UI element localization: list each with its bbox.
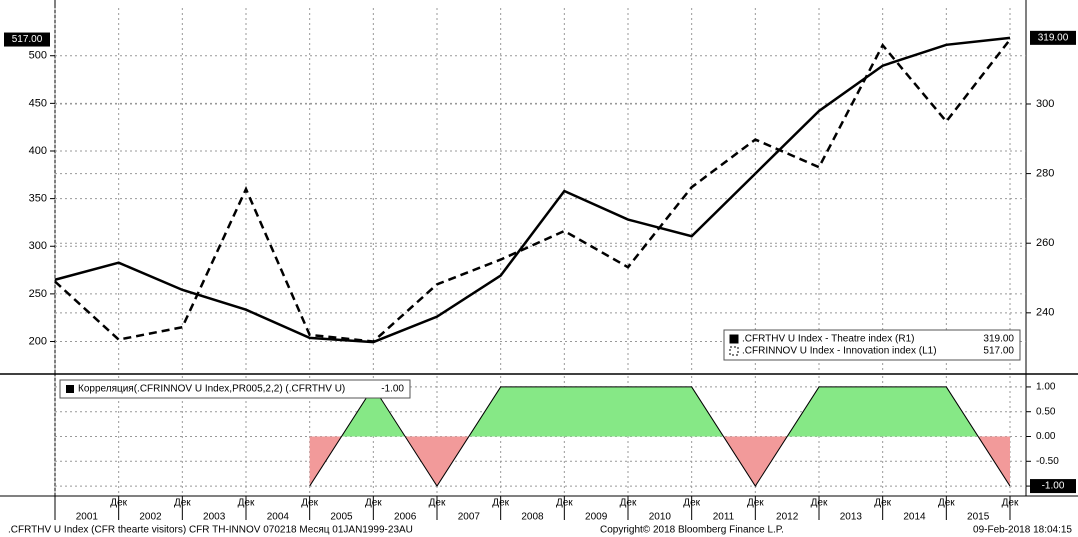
- y2-tick-label: 0.00: [1036, 431, 1056, 442]
- legend-label: .CFRINNOV U Index - Innovation index (L1…: [742, 346, 937, 357]
- y2-tick-label: 1.00: [1036, 382, 1056, 393]
- series-line: [54, 36, 1011, 344]
- y-tick-label: 250: [29, 288, 47, 300]
- year-label: 2004: [267, 512, 290, 523]
- legend-label: .CFRTHV U Index - Theatre index (R1): [742, 334, 914, 345]
- x-tick-label: Дек: [238, 498, 255, 509]
- year-label: 2010: [649, 512, 672, 523]
- legend-swatch: [729, 334, 739, 344]
- year-label: 2005: [330, 512, 353, 523]
- x-tick-label: Дек: [1002, 498, 1019, 509]
- legend-value: -1.00: [381, 384, 404, 395]
- x-tick-label: Дек: [747, 498, 764, 509]
- year-label: 2008: [521, 512, 544, 523]
- axis-value-tag: [4, 32, 50, 47]
- y2-tick-label: 240: [1036, 307, 1054, 319]
- y-tick-label: 450: [29, 97, 47, 109]
- y2-tick-label: 280: [1036, 168, 1054, 180]
- x-tick-label: Дек: [429, 498, 446, 509]
- x-tick-label: Дек: [492, 498, 509, 509]
- y-tick-label: 500: [29, 50, 47, 62]
- year-label: 2009: [585, 512, 608, 523]
- x-tick-label: Дек: [874, 498, 891, 509]
- axis-value-tag: [1030, 479, 1076, 494]
- axis-value-tag-label: 517.00: [12, 34, 43, 45]
- x-tick-label: Дек: [110, 498, 127, 509]
- x-tick-label: Дек: [556, 498, 573, 509]
- legend-value: 517.00: [983, 346, 1014, 357]
- year-label: 2013: [840, 512, 863, 523]
- y-tick-label: 400: [29, 145, 47, 157]
- axis-value-tag-label: -1.00: [1042, 481, 1065, 492]
- y2-tick-label: 0.50: [1036, 406, 1056, 417]
- positive-area: [309, 386, 1010, 437]
- x-tick-label: Дек: [938, 498, 955, 509]
- x-tick-label: Дек: [811, 498, 828, 509]
- negative-area: [309, 436, 1010, 487]
- x-tick-label: Дек: [683, 498, 700, 509]
- y-tick-label: 300: [29, 240, 47, 252]
- axis-value-tag-label: 319.00: [1038, 32, 1069, 43]
- y2-tick-label: 260: [1036, 237, 1054, 249]
- footer-right: 09-Feb-2018 18:04:15: [973, 525, 1072, 536]
- y2-tick-label: 300: [1036, 98, 1054, 110]
- series-line: [54, 38, 1011, 343]
- legend-box: [723, 329, 1021, 361]
- x-tick-label: Дек: [620, 498, 637, 509]
- y2-tick-label: -0.50: [1036, 456, 1059, 467]
- year-label: 2014: [903, 512, 926, 523]
- y-tick-label: 350: [29, 193, 47, 205]
- series-line: [309, 385, 1011, 488]
- legend-swatch: [66, 385, 74, 393]
- x-tick-label: Дек: [365, 498, 382, 509]
- year-label: 2015: [967, 512, 990, 523]
- axis-value-tag: [1030, 30, 1076, 45]
- year-label: 2007: [458, 512, 481, 523]
- legend-swatch: [729, 346, 739, 356]
- year-label: 2003: [203, 512, 226, 523]
- y-tick-label: 200: [29, 335, 47, 347]
- legend-value: 319.00: [983, 334, 1014, 345]
- year-label: 2006: [394, 512, 417, 523]
- year-label: 2011: [713, 512, 735, 523]
- footer-center: Copyright© 2018 Bloomberg Finance L.P.: [600, 525, 784, 536]
- x-tick-label: Дек: [301, 498, 318, 509]
- year-label: 2002: [139, 512, 162, 523]
- legend-box: [59, 379, 411, 399]
- year-label: 2012: [776, 512, 799, 523]
- x-tick-label: Дек: [174, 498, 191, 509]
- footer-left: .CFRTHV U Index (CFR thearte visitors) C…: [8, 525, 413, 536]
- legend-label: Корреляция(.CFRINNOV U Index,PR005,2,2) …: [78, 384, 345, 395]
- year-label: 2001: [76, 512, 99, 523]
